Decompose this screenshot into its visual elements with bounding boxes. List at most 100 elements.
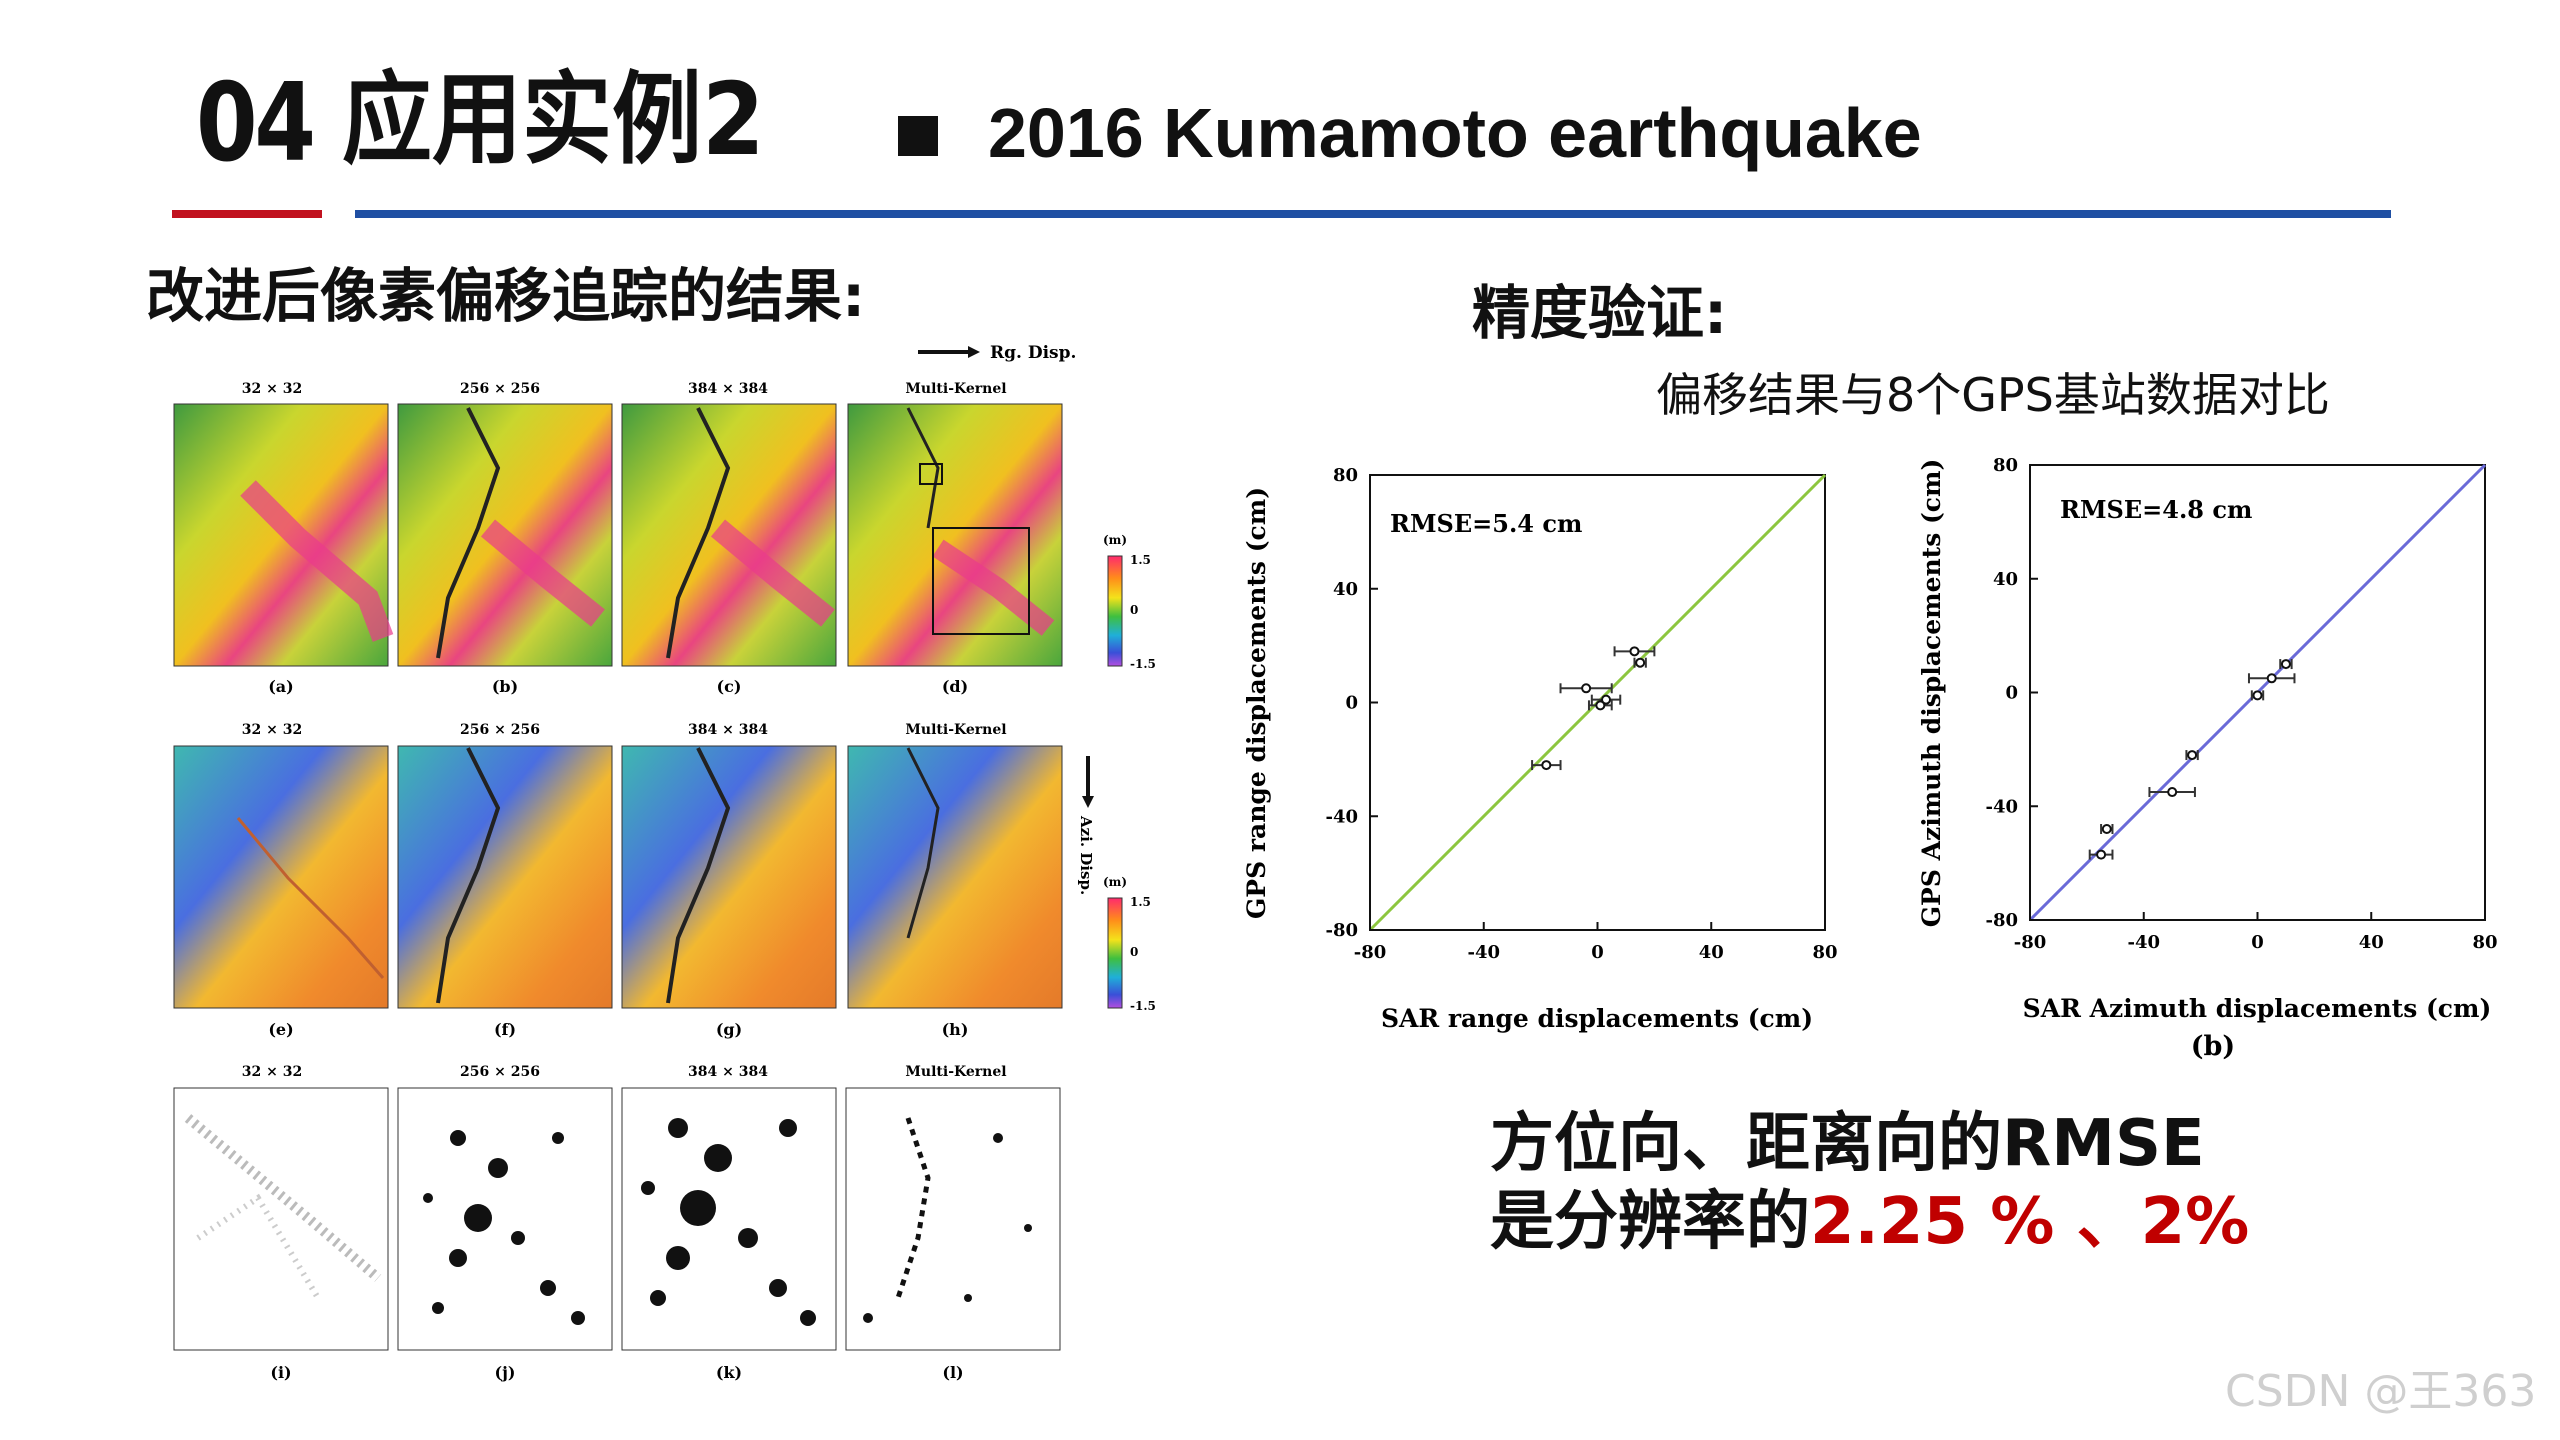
conclusion-line1: 方位向、距离向的RMSE [1490,1107,2205,1181]
mask-panel-k [621,1087,837,1351]
azimuth-panel-f [397,745,613,1009]
y-tick-label: -80 [1325,920,1358,941]
data-point [2096,849,2107,860]
mask-panel-j [397,1087,613,1351]
data-point [1595,700,1606,711]
col-title: Multi-Kernel [905,1064,1006,1080]
data-point [1635,657,1646,668]
x-tick-label: 0 [1591,942,1604,963]
rmse-label: RMSE=4.8 cm [2060,495,2252,524]
data-point [1601,694,1612,705]
rg-arrowhead-icon [968,346,980,358]
panel-label: (c) [717,677,742,696]
panel-label: (i) [270,1363,291,1382]
conclusion-line2: 是分辨率的2.25 % 、2% [1490,1183,2249,1261]
azimuth-panel-h [847,745,1063,1009]
x-tick-label: -80 [2014,932,2047,953]
section-title: 应用实例2 [342,61,765,178]
rmse-label: RMSE=5.4 cm [1390,509,1582,538]
panel-label: (b) [492,677,518,696]
colorbar-max: 1.5 [1130,553,1151,567]
data-point [2187,750,2198,761]
panel-label: (l) [942,1363,963,1382]
subplot-label: (b) [2191,1031,2235,1062]
azimuth-panel-g [621,745,837,1009]
x-tick-label: 0 [2251,932,2264,953]
square-bullet-icon [898,116,938,156]
y-tick-label: 0 [1345,693,1358,714]
data-point [1581,683,1592,694]
col-title: 384 × 384 [688,722,768,738]
colorbar-azimuth: (m) 1.5 0 -1.5 [1103,875,1156,1013]
range-panel-a [173,403,394,667]
data-point [1629,646,1640,657]
data-point [2167,787,2178,798]
colorbar-range: (m) 1.5 0 -1.5 [1103,533,1156,671]
section-number: 04 [196,61,316,186]
col-title: 384 × 384 [688,381,768,397]
right-heading: 精度验证: [1472,279,1728,347]
y-tick-label: -40 [1985,796,2018,817]
scatter-plot-range: -80 -40 0 40 80 80 40 0 -40 -80 RMSE=5.4 cm SAR r… [1242,465,1838,1033]
displacement-figure: Rg. Disp. 32 × 32 256 × 256 384 × 384 Mu… [173,343,1156,1382]
panel-label: (j) [495,1363,516,1382]
panel-label: (e) [268,1020,293,1039]
data-point [2266,673,2277,684]
conclusion-value: 2.25 % 、2% [1810,1185,2250,1260]
colorbar-unit: (m) [1103,875,1127,889]
conclusion-prefix: 是分辨率的 [1490,1185,1810,1260]
range-panel-b [397,403,613,667]
colorbar-unit: (m) [1103,533,1127,547]
x-tick-label: 40 [2359,932,2384,953]
y-tick-label: 40 [1333,579,1358,600]
blue-divider [355,210,2391,218]
data-point [1541,760,1552,771]
col-title: 384 × 384 [688,1064,768,1080]
col-title: Multi-Kernel [905,381,1006,397]
range-panel-c [621,403,837,667]
x-axis-label: SAR Azimuth displacements (cm) [2023,994,2492,1023]
col-title: 32 × 32 [242,722,302,738]
right-subheading: 偏移结果与8个GPS基站数据对比 [1656,368,2330,422]
x-axis-label: SAR range displacements (cm) [1381,1004,1813,1033]
y-axis-label: GPS Azimuth displacements (cm) [1917,459,1946,928]
x-tick-label: 40 [1699,942,1724,963]
col-title: 256 × 256 [460,722,540,738]
panel-label: (k) [716,1363,742,1382]
panel-label: (g) [716,1020,742,1039]
col-title: 32 × 32 [242,381,302,397]
y-tick-label: 80 [1333,465,1358,486]
watermark: CSDN @王363 [2225,1366,2537,1417]
x-tick-label: -40 [1467,942,1500,963]
y-axis-label: GPS range displacements (cm) [1242,487,1271,919]
colorbar-mid: 0 [1130,945,1138,959]
rg-disp-label: Rg. Disp. [990,343,1076,363]
y-tick-label: -80 [1985,910,2018,931]
range-panel-d [847,403,1063,667]
col-title: 32 × 32 [242,1064,302,1080]
panel-label: (d) [942,677,968,696]
az-disp-label: Azi. Disp. [1077,815,1095,895]
x-tick-label: 80 [1812,942,1837,963]
mask-panel-i [173,1087,389,1351]
conclusion: 方位向、距离向的RMSE 是分辨率的2.25 % 、2% [1490,1105,2249,1261]
left-heading: 改进后像素偏移追踪的结果: [146,262,866,330]
colorbar-max: 1.5 [1130,895,1151,909]
slide-subtitle: 2016 Kumamoto earthquake [988,94,1922,172]
mask-panel-l [845,1087,1061,1351]
x-tick-label: -80 [1354,942,1387,963]
red-divider [172,210,322,218]
x-tick-label: 80 [2472,932,2497,953]
col-title: 256 × 256 [460,381,540,397]
colorbar-min: -1.5 [1130,999,1156,1013]
data-point [2280,659,2291,670]
x-tick-label: -40 [2127,932,2160,953]
panel-label: (a) [268,677,294,696]
col-title: 256 × 256 [460,1064,540,1080]
data-point [2101,824,2112,834]
panel-label: (f) [494,1020,516,1039]
y-tick-label: -40 [1325,806,1358,827]
y-tick-label: 40 [1993,569,2018,590]
az-arrowhead-icon [1082,796,1094,808]
azimuth-panel-e [173,745,389,1009]
